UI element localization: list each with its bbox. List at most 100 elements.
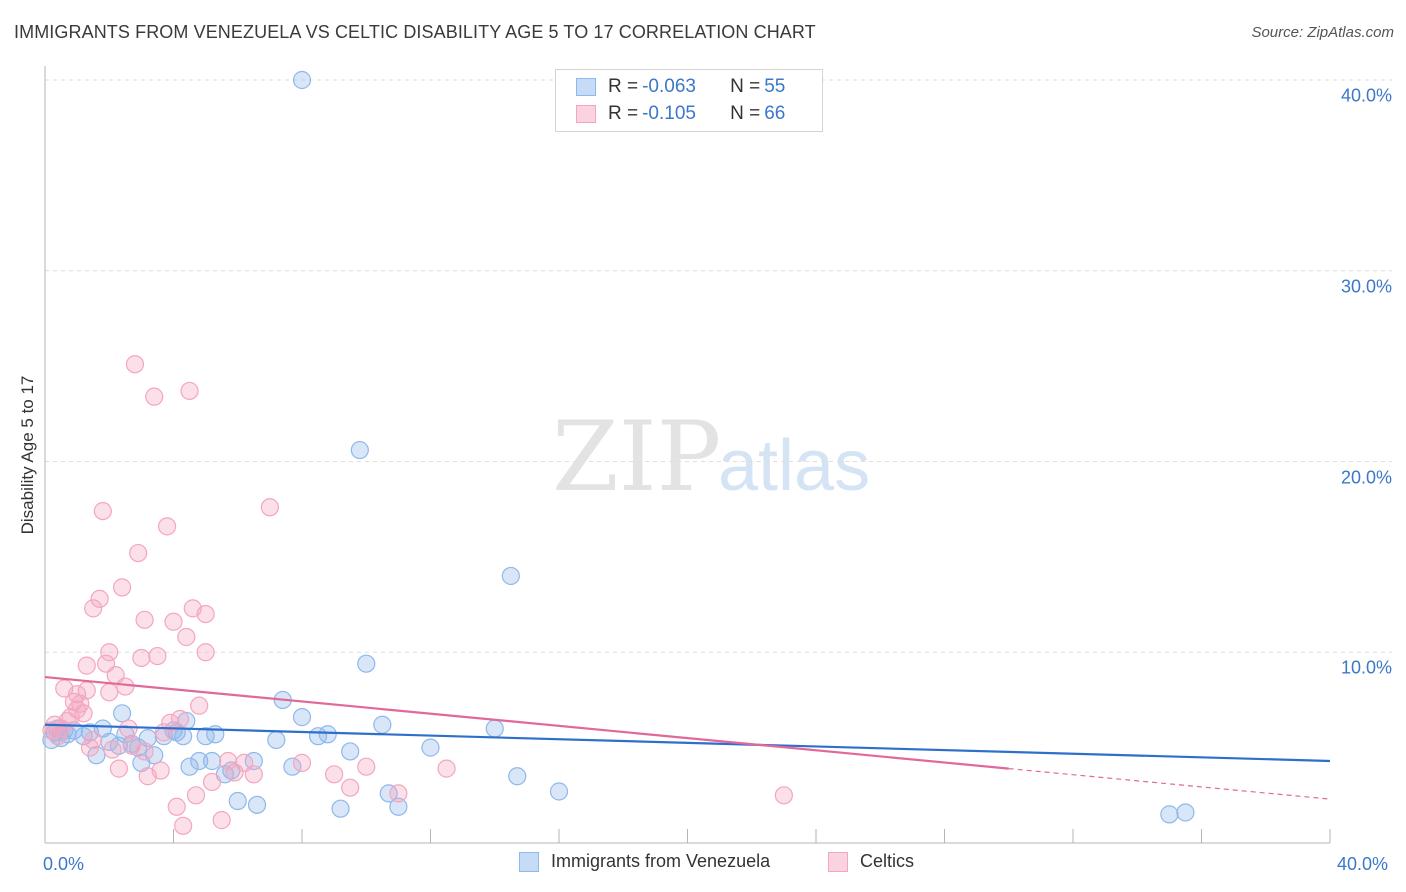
point-venezuela xyxy=(138,728,157,748)
point-celtics xyxy=(292,753,312,772)
bottom-legend-venezuela: Immigrants from Venezuela xyxy=(519,851,770,872)
x-tick-min: 0.0% xyxy=(43,854,85,874)
point-venezuela xyxy=(1160,805,1179,824)
point-celtics xyxy=(164,612,183,631)
point-celtics xyxy=(389,784,408,803)
point-venezuela xyxy=(145,746,164,765)
point-celtics xyxy=(109,759,128,778)
axes xyxy=(44,66,1331,844)
point-celtics xyxy=(77,656,96,675)
data-points xyxy=(42,70,1195,835)
point-venezuela xyxy=(174,727,193,746)
legend-swatch-venezuela xyxy=(576,78,596,96)
point-celtics xyxy=(196,643,215,662)
point-celtics xyxy=(125,355,145,374)
legend-r-value: -0.063 xyxy=(642,76,696,97)
point-celtics xyxy=(135,610,154,629)
bottom-legend-label: Immigrants from Venezuela xyxy=(551,851,771,871)
point-venezuela xyxy=(1176,803,1195,822)
legend-swatch-celtics xyxy=(576,105,596,123)
point-celtics xyxy=(325,765,344,784)
point-celtics xyxy=(100,643,119,662)
point-celtics xyxy=(119,719,138,738)
point-venezuela xyxy=(202,751,222,771)
bottom-legend-celtics: Celtics xyxy=(828,851,914,872)
point-celtics xyxy=(132,648,151,668)
point-venezuela xyxy=(87,746,106,765)
point-venezuela xyxy=(350,440,369,460)
point-celtics xyxy=(112,578,132,597)
correlation-legend: R = -0.063 N = 55 R = -0.105 N = 66 xyxy=(555,69,823,132)
bottom-swatch-venezuela xyxy=(519,851,539,872)
point-celtics xyxy=(148,646,167,666)
point-celtics xyxy=(151,761,170,780)
trendline-celtics xyxy=(44,675,1009,770)
bottom-legend-label: Celtics xyxy=(860,851,915,871)
point-celtics xyxy=(186,786,206,805)
bottom-swatch-celtics xyxy=(828,851,848,872)
legend-n-label: N = xyxy=(730,76,761,97)
legend-n-label: N = xyxy=(730,103,761,124)
point-celtics xyxy=(244,765,263,784)
point-celtics xyxy=(167,797,186,816)
point-venezuela xyxy=(318,725,337,744)
legend-r-label: R = xyxy=(608,103,639,124)
point-celtics xyxy=(84,730,103,750)
point-celtics xyxy=(357,757,376,776)
point-celtics xyxy=(202,772,222,792)
trend-lines xyxy=(44,675,1331,800)
legend-row-venezuela: R = -0.063 N = 55 xyxy=(576,74,785,100)
point-venezuela xyxy=(180,757,199,776)
point-venezuela xyxy=(508,767,527,786)
point-celtics xyxy=(341,778,360,797)
point-venezuela xyxy=(379,784,398,803)
trendline-celtics-extrapolated xyxy=(1008,768,1331,800)
point-venezuela xyxy=(421,738,440,757)
y-tick-label: 20.0% xyxy=(1340,467,1392,487)
chart-title: IMMIGRANTS FROM VENEZUELA VS CELTIC DISA… xyxy=(14,22,816,42)
point-venezuela xyxy=(357,654,376,673)
grid-lines xyxy=(45,79,1392,653)
point-celtics xyxy=(774,786,793,805)
point-venezuela xyxy=(389,797,408,816)
point-celtics xyxy=(135,742,154,761)
point-venezuela xyxy=(292,70,312,90)
point-venezuela xyxy=(228,791,247,811)
point-venezuela xyxy=(267,730,286,750)
source-label: Source: ZipAtlas.com xyxy=(1251,24,1394,41)
point-venezuela xyxy=(247,795,267,814)
point-celtics xyxy=(260,498,279,517)
point-celtics xyxy=(174,816,193,835)
point-venezuela xyxy=(501,566,520,586)
point-celtics xyxy=(157,517,177,536)
point-venezuela xyxy=(112,704,132,723)
point-celtics xyxy=(116,677,135,696)
legend-n-value: 66 xyxy=(764,103,786,124)
point-celtics xyxy=(219,751,238,771)
legend-row-celtics: R = -0.105 N = 66 xyxy=(576,101,785,127)
point-celtics xyxy=(90,589,109,608)
y-tick-label: 10.0% xyxy=(1340,657,1392,678)
point-celtics xyxy=(68,685,87,704)
point-venezuela xyxy=(190,751,209,771)
point-celtics xyxy=(93,501,112,521)
point-celtics xyxy=(177,627,196,647)
point-celtics xyxy=(74,704,93,723)
legend-r-value: -0.105 xyxy=(642,103,696,124)
point-celtics xyxy=(145,387,164,406)
point-celtics xyxy=(196,604,215,624)
point-venezuela xyxy=(283,757,302,776)
point-venezuela xyxy=(373,715,392,734)
x-tick-max: 40.0% xyxy=(1337,854,1389,874)
point-venezuela xyxy=(292,708,312,727)
point-celtics xyxy=(100,683,119,702)
watermark-atlas: atlas xyxy=(718,426,870,506)
point-celtics xyxy=(437,759,456,778)
point-celtics xyxy=(84,599,103,618)
watermark-zip: ZIP xyxy=(552,401,721,513)
point-celtics xyxy=(190,696,209,715)
point-venezuela xyxy=(341,742,360,761)
y-tick-label: 40.0% xyxy=(1340,85,1392,106)
point-celtics xyxy=(170,709,190,729)
